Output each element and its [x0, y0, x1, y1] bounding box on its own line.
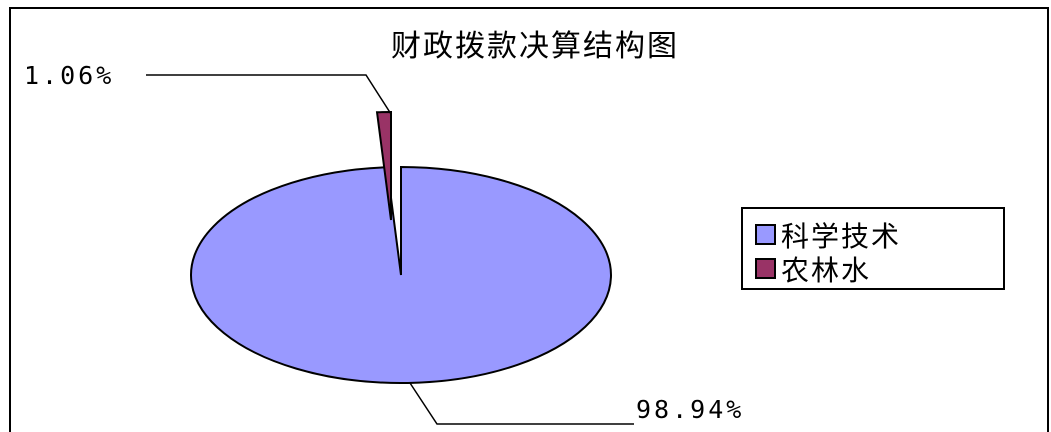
pie-slice-kexuejishu	[190, 165, 612, 384]
data-label-nonglinshui: 1.06%	[24, 61, 114, 90]
legend-swatch-nonglinshui	[755, 258, 776, 279]
leader-line-kexuejishu	[409, 382, 634, 425]
data-label-kexuejishu: 98.94%	[636, 395, 744, 424]
leader-line-nonglinshui	[146, 74, 392, 115]
legend: 科学技术 农林水	[741, 207, 1005, 290]
pie-slice-nonglinshui	[375, 110, 392, 221]
legend-label-nonglinshui: 农林水	[781, 254, 871, 287]
leader-lines	[146, 74, 634, 425]
legend-label-kexuejishu: 科学技术	[781, 220, 901, 253]
chart-title: 财政拨款决算结构图	[391, 29, 679, 64]
pie-slices	[190, 110, 612, 384]
legend-swatch-kexuejishu	[755, 224, 776, 245]
legend-box	[741, 207, 1005, 290]
